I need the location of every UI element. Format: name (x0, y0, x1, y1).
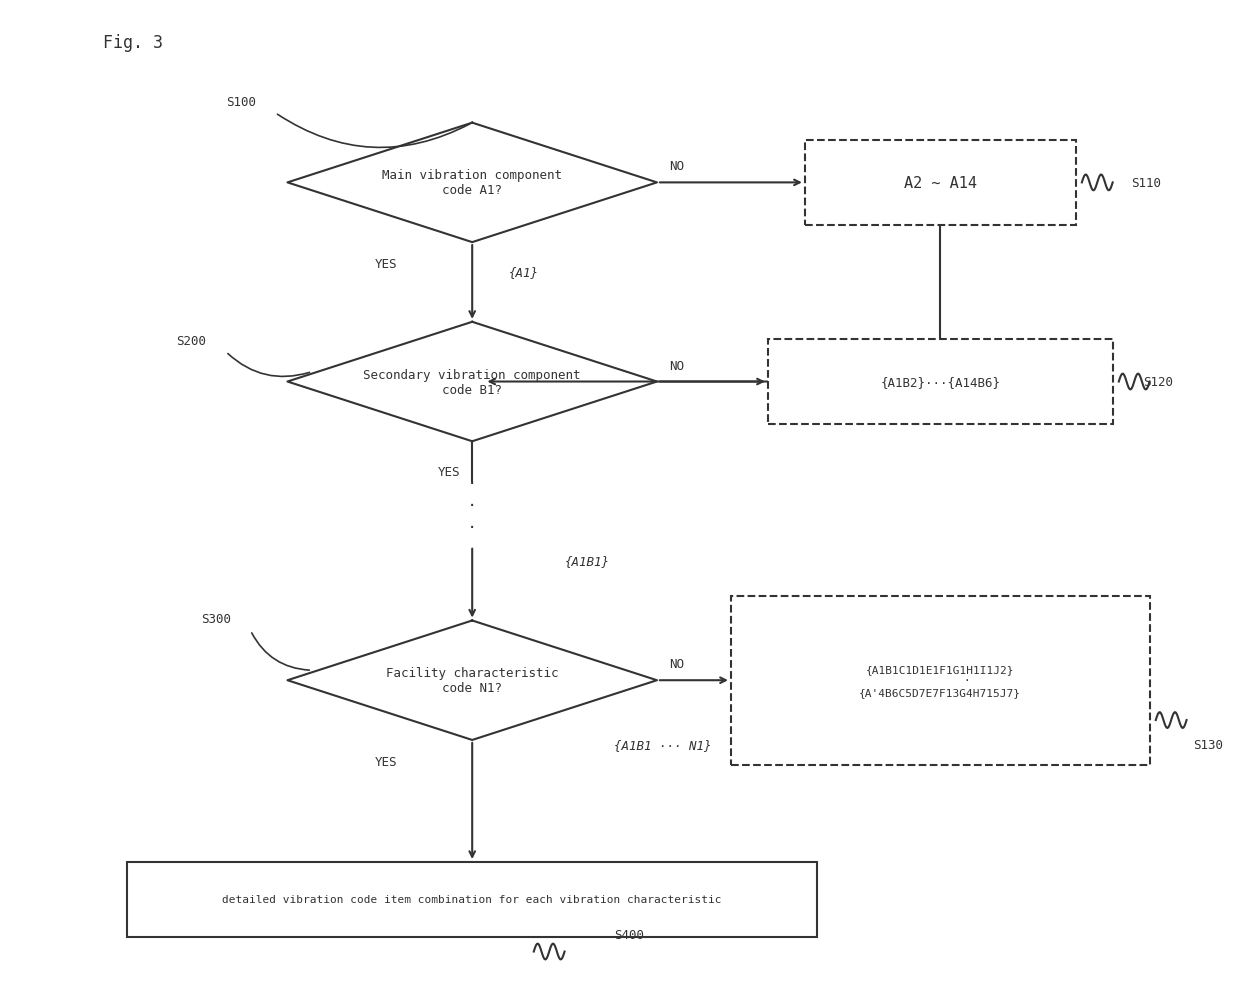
Text: NO: NO (670, 359, 684, 372)
FancyBboxPatch shape (805, 141, 1076, 226)
Text: S100: S100 (226, 95, 255, 108)
Text: {A1B2}···{A14B6}: {A1B2}···{A14B6} (880, 376, 1001, 388)
Text: detailed vibration code item combination for each vibration characteristic: detailed vibration code item combination… (222, 895, 722, 905)
Text: ·
·
·: · · · (469, 475, 475, 538)
FancyBboxPatch shape (128, 862, 817, 937)
Text: {A1B1}: {A1B1} (564, 555, 610, 568)
Text: S120: S120 (1143, 376, 1173, 388)
Text: S110: S110 (1131, 177, 1161, 190)
Text: Main vibration component
code A1?: Main vibration component code A1? (382, 170, 562, 198)
Text: S200: S200 (176, 334, 207, 347)
Text: Facility characteristic
code N1?: Facility characteristic code N1? (386, 667, 558, 694)
Text: Fig. 3: Fig. 3 (103, 34, 162, 52)
Text: S130: S130 (1193, 738, 1223, 751)
Text: Secondary vibration component
code B1?: Secondary vibration component code B1? (363, 368, 582, 396)
Text: S300: S300 (201, 613, 231, 626)
Text: {A1B1 ··· N1}: {A1B1 ··· N1} (614, 738, 712, 751)
Text: S400: S400 (614, 928, 644, 941)
Text: YES: YES (374, 258, 397, 271)
Text: YES: YES (438, 465, 460, 478)
Text: NO: NO (670, 160, 684, 174)
Text: YES: YES (374, 755, 397, 768)
Text: NO: NO (670, 658, 684, 671)
Text: {A1B1C1D1E1F1G1H1I1J2}
        ·
{A'4B6C5D7E7F13G4H715J7}: {A1B1C1D1E1F1G1H1I1J2} · {A'4B6C5D7E7F13… (859, 664, 1022, 697)
Text: A2 ~ A14: A2 ~ A14 (904, 176, 977, 191)
Text: {A1}: {A1} (510, 266, 539, 279)
FancyBboxPatch shape (768, 340, 1112, 424)
FancyBboxPatch shape (730, 596, 1149, 765)
